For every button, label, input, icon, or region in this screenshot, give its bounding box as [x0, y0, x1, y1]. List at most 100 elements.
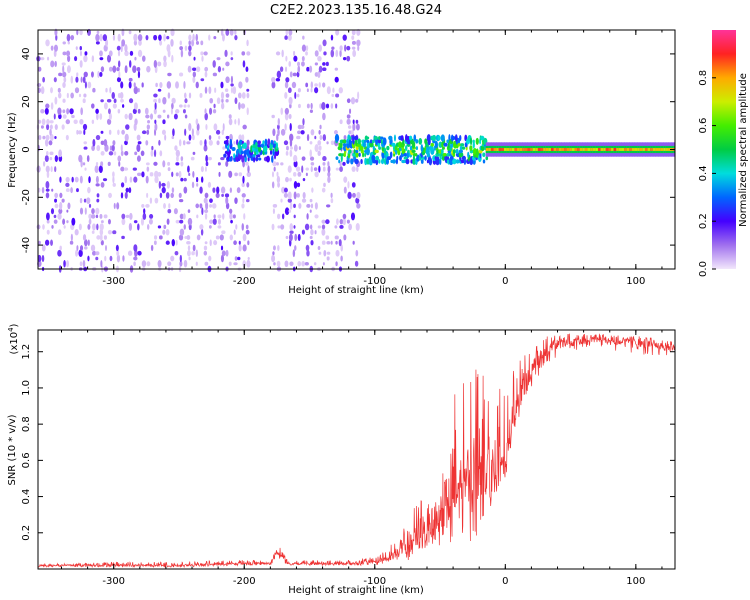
spectrogram-cell: [175, 219, 180, 224]
spectrogram-cell: [128, 187, 132, 194]
spectrogram-cell: [432, 134, 437, 142]
spectrogram-cell: [78, 223, 82, 231]
spectrogram-cell: [84, 167, 87, 171]
spectrogram-cell: [269, 149, 273, 155]
spectrogram-cell: [293, 191, 297, 200]
spectrogram-cell: [301, 44, 307, 52]
spectrogram-cell: [207, 156, 212, 161]
spectrogram-cell: [556, 148, 560, 151]
spectrogram-cell: [44, 107, 49, 115]
spectrogram-cell: [95, 108, 99, 114]
spectrogram-cell: [82, 234, 87, 241]
spectrogram-cell: [173, 113, 178, 120]
spectrogram-cell: [204, 166, 207, 172]
spectrogram-cell: [285, 66, 288, 72]
spectrogram-cell: [146, 166, 150, 172]
spectrogram-cell: [150, 149, 154, 157]
spectrogram-cell: [179, 213, 184, 220]
spectrogram-cell: [241, 223, 244, 231]
spectrogram-cell: [322, 162, 326, 166]
spectrogram-cell: [94, 165, 99, 173]
spectrogram-cell: [95, 161, 99, 166]
spectrogram-cell: [245, 198, 250, 203]
spectrogram-cell: [200, 176, 204, 183]
spectrogram-cell: [192, 170, 195, 178]
spectrogram-cell: [229, 138, 233, 146]
spectrogram-cell: [66, 260, 70, 268]
spectrogram-cell: [171, 135, 175, 140]
spectrogram-cell: [579, 148, 583, 151]
spectrogram-xlabel: Height of straight line (km): [288, 285, 424, 296]
spectrogram-cell: [233, 153, 236, 159]
spectrogram-cell: [314, 171, 319, 178]
spectrogram-cell: [141, 203, 145, 208]
spectrogram-cell: [348, 136, 352, 140]
spectrogram-cell: [460, 143, 465, 147]
spectrogram-cell: [288, 96, 293, 105]
spectrogram-cell: [233, 229, 236, 235]
spectrogram-cell: [66, 33, 71, 42]
spectrogram-cell: [306, 88, 309, 93]
spectrogram-cell: [346, 55, 351, 62]
spectrogram-cell: [452, 158, 457, 165]
spectrogram-cell: [306, 133, 310, 142]
spectrogram-cell: [171, 239, 176, 247]
spectrogram-cell: [121, 218, 126, 226]
x-tick-label: -300: [102, 276, 125, 287]
spectrogram-cell: [97, 70, 100, 79]
spectrogram-cell: [355, 249, 359, 257]
spectrogram-cell: [543, 148, 547, 151]
spectrogram-cell: [112, 140, 116, 146]
spectrogram-cell: [121, 129, 125, 135]
spectrogram-cell: [159, 81, 163, 88]
spectrogram-cell: [246, 139, 250, 147]
spectrogram-cell: [621, 148, 625, 151]
spectrogram-cell: [186, 141, 191, 145]
spectrogram-cell: [90, 214, 96, 219]
spectrogram-cell: [86, 155, 90, 163]
spectrogram-cell: [74, 87, 80, 94]
spectrogram-cell: [74, 229, 79, 236]
spectrogram-cell: [236, 187, 241, 194]
spectrogram-cell: [652, 148, 656, 151]
spectrogram-cell: [103, 235, 108, 240]
spectrogram-cell: [99, 50, 103, 57]
spectrogram-cell: [233, 240, 237, 246]
spectrogram-cell: [276, 175, 281, 184]
spectrogram-cell: [146, 124, 151, 130]
spectrogram-cell: [204, 261, 209, 266]
spectrogram-cell: [225, 98, 229, 103]
spectrogram-cell: [184, 92, 187, 99]
x-tick-label: -200: [233, 576, 256, 587]
spectrogram-cell: [242, 60, 246, 68]
spectrogram-cell: [305, 172, 308, 177]
spectrogram-cell: [209, 97, 214, 104]
spectrogram-cell: [350, 212, 356, 221]
spectrogram-cell: [188, 134, 192, 141]
spectrogram-cell: [145, 203, 150, 208]
spectrogram-cell: [188, 172, 191, 176]
spectrogram-cell: [401, 159, 406, 164]
spectrogram-cell: [314, 144, 319, 152]
spectrogram-cell: [300, 125, 305, 130]
spectrogram-cell: [514, 148, 518, 151]
spectrogram-cell: [124, 50, 129, 57]
spectrogram-cell: [200, 78, 205, 82]
spectrogram-cell: [209, 219, 214, 224]
spectrogram-cell: [200, 51, 204, 56]
spectrogram-cell: [221, 129, 225, 136]
spectrogram-cell: [434, 140, 439, 149]
spectrogram-cell: [133, 220, 138, 224]
spectrogram-cell: [112, 230, 117, 235]
spectrogram-cell: [74, 56, 78, 62]
spectrogram-cell: [157, 259, 162, 268]
spectrogram-cell: [459, 145, 463, 151]
spectrogram-cell: [153, 235, 158, 240]
spectrogram-cell: [106, 118, 112, 125]
spectrogram-cell: [608, 148, 612, 151]
spectrogram-cell: [209, 198, 213, 203]
spectrogram-cell: [204, 209, 209, 213]
spectrogram-cell: [271, 254, 276, 263]
spectrogram-cell: [157, 88, 162, 92]
